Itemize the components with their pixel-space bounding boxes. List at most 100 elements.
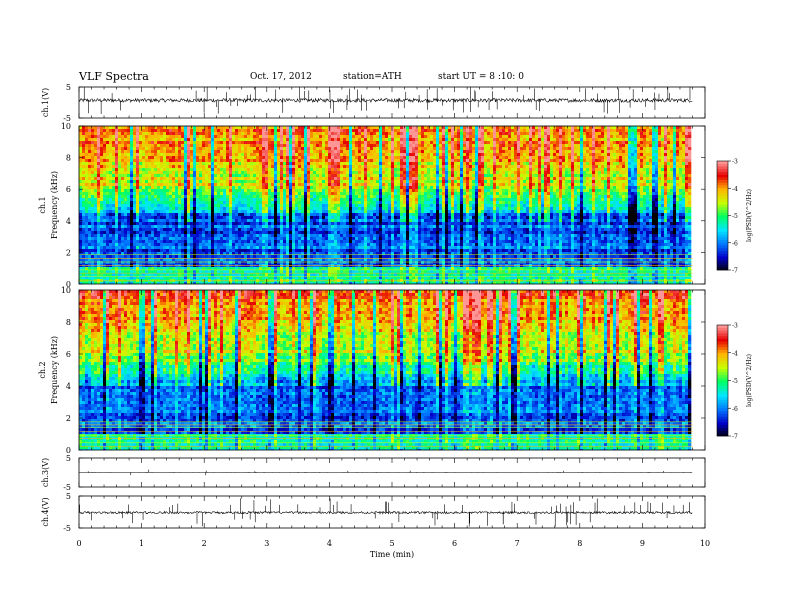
psd-cell (232, 156, 235, 159)
psd-cell (331, 141, 334, 144)
psd-cell (388, 126, 391, 129)
psd-cell (655, 165, 658, 168)
psd-cell (199, 132, 202, 135)
psd-cell (595, 168, 598, 171)
psd-cell (283, 150, 286, 153)
psd-cell (226, 132, 229, 135)
psd-cell (553, 135, 556, 138)
psd-cell (337, 180, 340, 183)
psd-cell (244, 186, 247, 189)
psd-cell (85, 174, 88, 177)
psd-cell (178, 129, 181, 132)
psd-cell (178, 132, 181, 135)
psd-cell (205, 138, 208, 141)
psd-cell (496, 171, 499, 174)
psd-cell (319, 129, 322, 132)
psd-cell (277, 126, 280, 129)
psd-cell (331, 174, 334, 177)
psd-cell (526, 162, 529, 165)
psd-cell (262, 153, 265, 156)
psd-cell (529, 129, 532, 132)
psd-cell (355, 150, 358, 153)
psd-cell (112, 153, 115, 156)
psd-cell (337, 177, 340, 180)
psd-cell (670, 171, 673, 174)
psd-cell (109, 165, 112, 168)
psd-cell (94, 174, 97, 177)
psd-cell (685, 150, 688, 153)
psd-cell (346, 156, 349, 159)
psd-cell (418, 165, 421, 168)
psd-cell (142, 177, 145, 180)
psd-cell (496, 156, 499, 159)
psd-cell (613, 159, 616, 162)
psd-cell (220, 150, 223, 153)
psd-cell (304, 138, 307, 141)
psd-cell (139, 147, 142, 150)
psd-cell (100, 177, 103, 180)
psd-cell (292, 165, 295, 168)
psd-cell (259, 168, 262, 171)
psd-cell (484, 147, 487, 150)
psd-cell (619, 150, 622, 153)
psd-cell (187, 165, 190, 168)
psd-cell (346, 126, 349, 129)
psd-cell (502, 141, 505, 144)
psd-cell (412, 180, 415, 183)
psd-cell (343, 138, 346, 141)
psd-cell (613, 168, 616, 171)
psd-cell (286, 180, 289, 183)
psd-cell (274, 132, 277, 135)
psd-cell (595, 177, 598, 180)
psd-cell (505, 135, 508, 138)
psd-cell (130, 126, 133, 129)
psd-cell (124, 183, 127, 186)
psd-cell (130, 153, 133, 156)
psd-cell (493, 165, 496, 168)
psd-cell (124, 129, 127, 132)
psd-cell (214, 132, 217, 135)
psd-cell (514, 147, 517, 150)
psd-cell (583, 186, 586, 189)
psd-cell (433, 144, 436, 147)
psd-cell (649, 156, 652, 159)
psd-cell (469, 132, 472, 135)
psd-cell (337, 186, 340, 189)
psd-cell (373, 150, 376, 153)
psd-cell (508, 180, 511, 183)
psd-cell (85, 135, 88, 138)
psd-cell (607, 177, 610, 180)
psd-cell (346, 165, 349, 168)
psd-cell (109, 135, 112, 138)
psd-cell (349, 168, 352, 171)
psd-cell (562, 183, 565, 186)
psd-cell (463, 177, 466, 180)
psd-cell (514, 150, 517, 153)
psd-cell (421, 156, 424, 159)
psd-cell (319, 183, 322, 186)
psd-cell (277, 177, 280, 180)
psd-cell (211, 156, 214, 159)
psd-cell (373, 126, 376, 129)
psd-cell (661, 165, 664, 168)
psd-cell (580, 180, 583, 183)
psd-cell (316, 147, 319, 150)
psd-cell (292, 168, 295, 171)
psd-cell (652, 168, 655, 171)
psd-cell (511, 174, 514, 177)
psd-cell (283, 141, 286, 144)
psd-cell (151, 165, 154, 168)
psd-cell (373, 129, 376, 132)
psd-cell (205, 177, 208, 180)
psd-cell (553, 132, 556, 135)
psd-cell (181, 174, 184, 177)
psd-cell (328, 165, 331, 168)
psd-cell (463, 156, 466, 159)
psd-cell (118, 132, 121, 135)
psd-cell (292, 162, 295, 165)
psd-cell (97, 150, 100, 153)
psd-cell (130, 138, 133, 141)
psd-cell (343, 156, 346, 159)
psd-cell (667, 180, 670, 183)
psd-cell (244, 156, 247, 159)
